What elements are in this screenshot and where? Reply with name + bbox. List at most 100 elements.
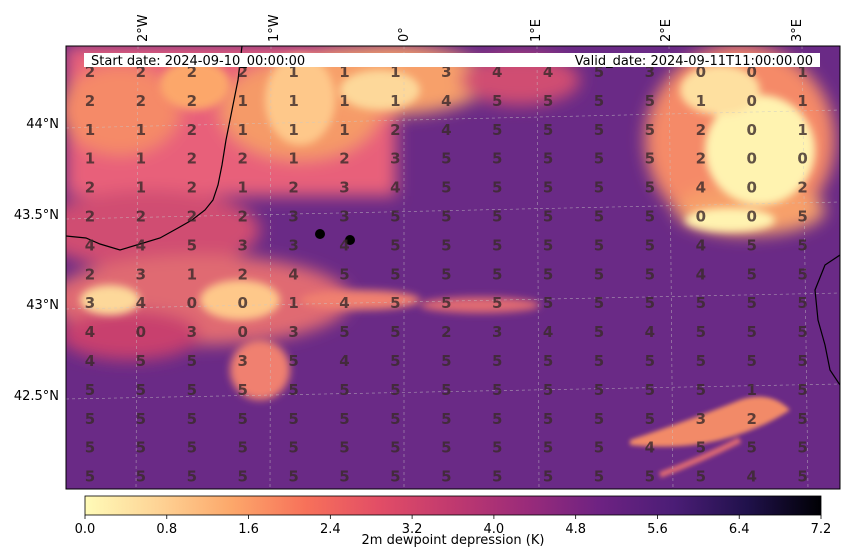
grid-value: 2 — [187, 150, 197, 168]
grid-value: 3 — [645, 63, 655, 81]
grid-value: 5 — [594, 92, 604, 110]
grid-value: 1 — [797, 63, 807, 81]
grid-value: 5 — [594, 439, 604, 457]
grid-value: 5 — [797, 352, 807, 370]
colorbar-tick-label: 7.2 — [811, 522, 832, 537]
grid-value: 5 — [645, 121, 655, 139]
grid-value: 5 — [441, 265, 451, 283]
grid-value: 2 — [746, 410, 756, 428]
grid-value: 4 — [339, 352, 349, 370]
grid-value: 2 — [237, 265, 247, 283]
grid-value: 5 — [696, 381, 706, 399]
grid-value: 5 — [594, 352, 604, 370]
grid-value: 2 — [187, 121, 197, 139]
grid-value: 5 — [136, 468, 146, 486]
grid-value: 5 — [441, 208, 451, 226]
colorbar-tick-label: 2.4 — [320, 522, 341, 537]
grid-value: 5 — [797, 468, 807, 486]
grid-value: 0 — [746, 92, 756, 110]
grid-value: 3 — [85, 294, 95, 312]
grid-value: 5 — [746, 323, 756, 341]
colorbar-tick-label: 0.8 — [156, 522, 177, 537]
grid-value: 4 — [543, 63, 553, 81]
grid-value: 5 — [594, 63, 604, 81]
grid-value: 4 — [645, 323, 655, 341]
field-west-bright — [80, 55, 540, 400]
coastline — [66, 46, 840, 386]
grid-value: 3 — [237, 352, 247, 370]
grid-value: 5 — [594, 265, 604, 283]
grid-value: 4 — [136, 294, 146, 312]
grid-value: 4 — [288, 265, 298, 283]
grid-value: 2 — [85, 63, 95, 81]
grid-value: 5 — [746, 352, 756, 370]
grid-value: 5 — [492, 381, 502, 399]
grid-value: 5 — [543, 208, 553, 226]
lon-label: 2°W — [136, 14, 151, 42]
grid-value: 5 — [492, 150, 502, 168]
grid-value: 5 — [136, 381, 146, 399]
grid-value: 5 — [390, 208, 400, 226]
grid-value: 1 — [288, 121, 298, 139]
lon-label: 2°E — [659, 19, 674, 42]
grid-value: 5 — [594, 468, 604, 486]
grid-value: 5 — [543, 179, 553, 197]
grid-value: 5 — [696, 294, 706, 312]
grid-value: 5 — [441, 236, 451, 254]
grid-value: 5 — [594, 208, 604, 226]
colorbar-tick-label: 1.6 — [238, 522, 259, 537]
grid-value: 2 — [288, 179, 298, 197]
grid-value: 5 — [543, 410, 553, 428]
grid-value: 5 — [645, 294, 655, 312]
grid-value: 3 — [288, 236, 298, 254]
grid-value: 4 — [390, 179, 400, 197]
grid-value: 5 — [492, 179, 502, 197]
station-marker — [345, 235, 355, 245]
grid-value: 5 — [237, 381, 247, 399]
grid-value: 3 — [390, 150, 400, 168]
colorbar-ramp — [84, 495, 822, 516]
grid-value: 1 — [390, 92, 400, 110]
grid-value: 3 — [696, 410, 706, 428]
grid-value: 2 — [187, 208, 197, 226]
grid-value: 0 — [696, 208, 706, 226]
grid-value: 0 — [187, 294, 197, 312]
grid-value: 0 — [746, 63, 756, 81]
grid-value: 0 — [237, 323, 247, 341]
grid-value: 5 — [543, 381, 553, 399]
grid-value: 5 — [645, 265, 655, 283]
grid-value: 5 — [543, 236, 553, 254]
field-east-bright — [680, 65, 815, 232]
grid-value: 5 — [645, 208, 655, 226]
grid-value: 5 — [543, 468, 553, 486]
grid-value: 2 — [187, 63, 197, 81]
grid-value: 5 — [85, 381, 95, 399]
grid-value: 5 — [492, 208, 502, 226]
grid-value: 1 — [746, 381, 756, 399]
grid-value: 5 — [797, 294, 807, 312]
grid-value: 5 — [746, 294, 756, 312]
grid-value: 2 — [85, 179, 95, 197]
grid-value: 1 — [288, 63, 298, 81]
lat-label: 42.5°N — [14, 389, 59, 404]
grid-value: 2 — [85, 92, 95, 110]
grid-value: 5 — [441, 150, 451, 168]
grid-value: 4 — [492, 63, 502, 81]
grid-value: 5 — [390, 468, 400, 486]
grid-value: 5 — [288, 381, 298, 399]
grid-value: 5 — [390, 294, 400, 312]
grid-value: 5 — [594, 236, 604, 254]
grid-value: 5 — [85, 410, 95, 428]
grid-value: 1 — [136, 121, 146, 139]
grid-value: 5 — [696, 323, 706, 341]
lon-label: 1°E — [529, 19, 544, 42]
grid-value: 5 — [543, 352, 553, 370]
grid-value: 5 — [645, 352, 655, 370]
grid-value: 5 — [594, 323, 604, 341]
grid-value: 5 — [797, 265, 807, 283]
colorbar-title: 2m dewpoint depression (K) — [362, 533, 545, 548]
grid-value: 1 — [288, 294, 298, 312]
lat-label: 44°N — [26, 117, 59, 132]
grid-value: 4 — [85, 352, 95, 370]
grid-value: 5 — [237, 468, 247, 486]
